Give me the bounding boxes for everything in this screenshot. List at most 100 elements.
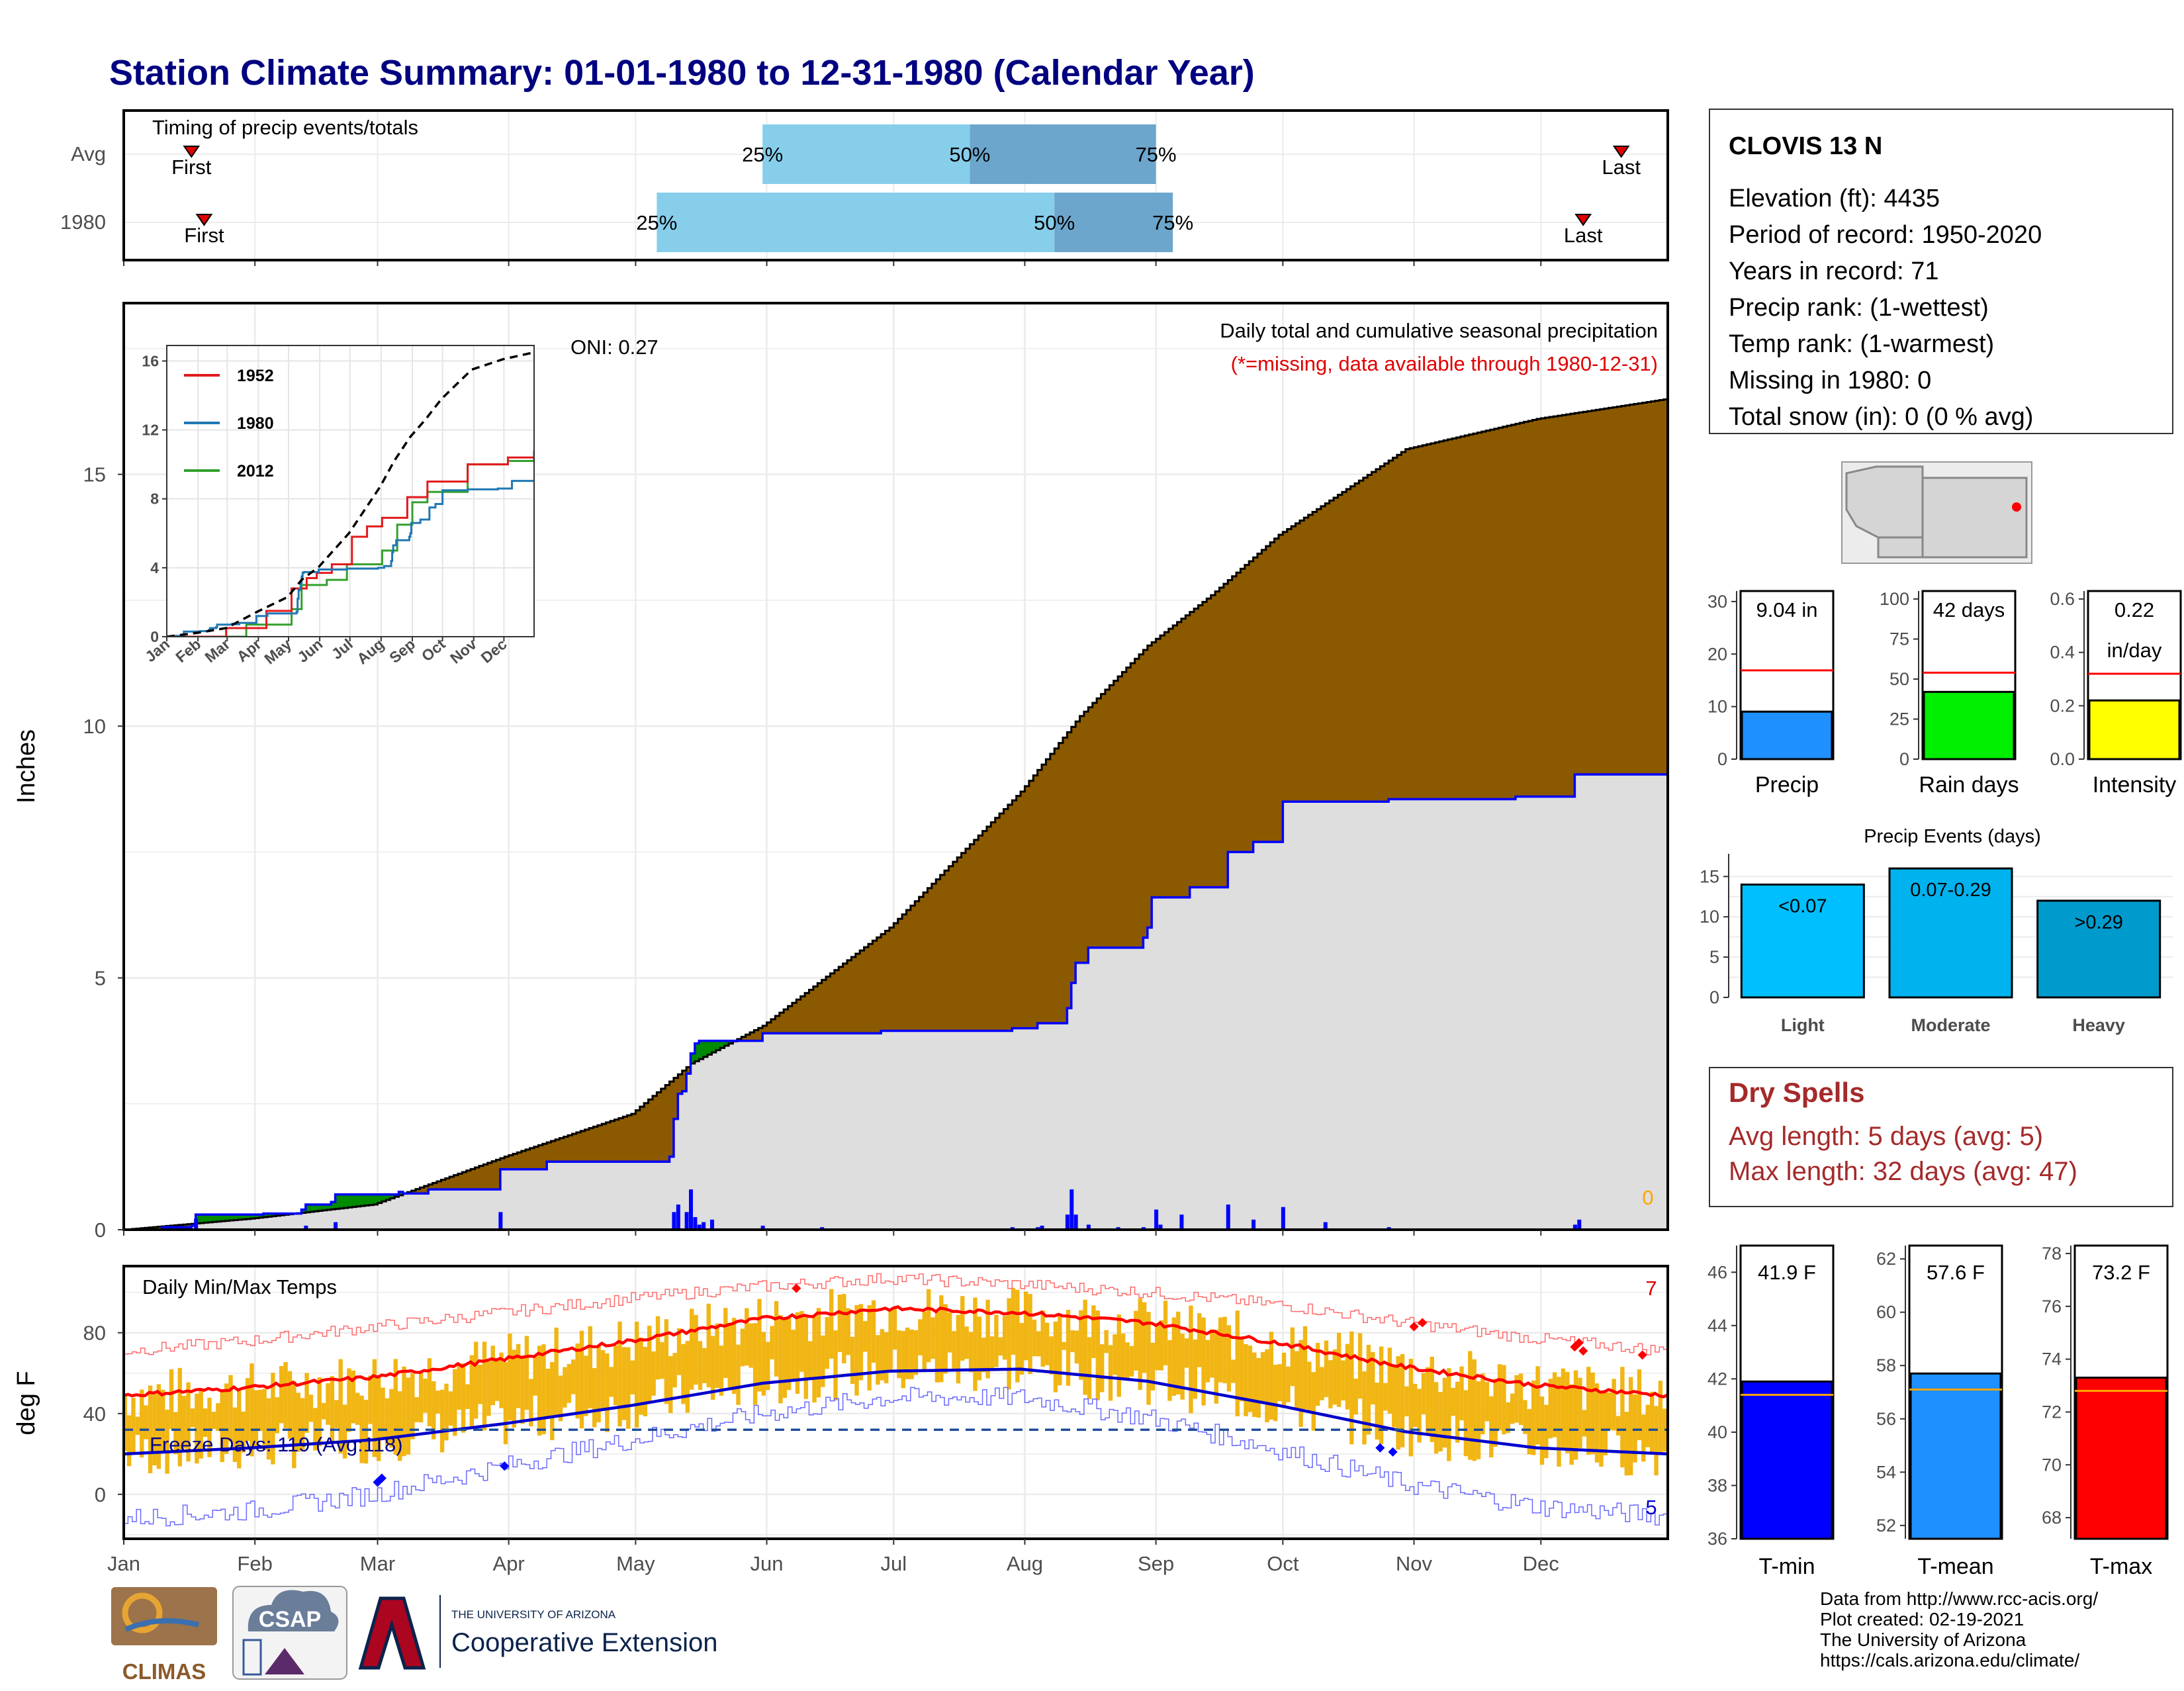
daily-temp-bar — [494, 1357, 500, 1401]
daily-temp-bar — [292, 1381, 296, 1469]
csap-text: CSAP — [259, 1607, 321, 1632]
daily-temp-bar — [575, 1343, 580, 1419]
daily-temp-bar — [181, 1396, 187, 1449]
last-label: Last — [1564, 224, 1603, 247]
timing-label: Timing of precip events/totals — [152, 116, 418, 139]
precip-event-label: 0.07-0.29 — [1910, 880, 1991, 901]
daily-temp-bar — [1590, 1372, 1595, 1455]
csap-logo: CSAP — [232, 1586, 347, 1680]
daily-temp-bar — [124, 1396, 127, 1451]
daily-temp-bar — [1053, 1321, 1058, 1393]
daily-temp-bar — [1248, 1346, 1253, 1412]
ua-big-text: Cooperative Extension — [451, 1628, 717, 1657]
daily-temp-bar — [1506, 1402, 1511, 1434]
daily-temp-bar — [377, 1377, 381, 1461]
daily-temp-bar — [140, 1389, 144, 1458]
daily-temp-bar — [393, 1359, 398, 1455]
temp-frame — [122, 1265, 1669, 1540]
ua-small-text: THE UNIVERSITY OF ARIZONA — [451, 1608, 616, 1621]
daily-temp-bar — [1218, 1317, 1223, 1383]
precip-panel-title: Daily total and cumulative seasonal prec… — [1220, 319, 1658, 342]
daily-temp-bar — [782, 1318, 788, 1398]
daily-temp-bar — [1015, 1289, 1020, 1383]
daily-temp-bar — [1058, 1314, 1062, 1386]
daily-temp-bar — [427, 1358, 432, 1427]
events-y-tick-label: 5 — [1709, 947, 1719, 967]
daily-temp-bar — [1125, 1342, 1130, 1380]
station-info-line: Missing in 1980: 0 — [1729, 367, 1931, 394]
inset-month-label: Aug — [353, 635, 387, 668]
credit-line: Plot created: 02-19-2021 — [1820, 1609, 2024, 1629]
daily-temp-bar — [981, 1338, 986, 1373]
missing-count: 0 — [1642, 1186, 1653, 1209]
daily-temp-bar — [207, 1397, 212, 1457]
daily-precip-bar — [1158, 1224, 1163, 1230]
daily-temp-bar — [736, 1344, 741, 1405]
precip-panel: 0 5 10 15 Inches Daily total and cumulative… — [13, 302, 1669, 1242]
inset-month-label: Oct — [418, 635, 449, 665]
events-y-tick-label: 15 — [1700, 866, 1719, 886]
daily-temp-bar — [1019, 1322, 1024, 1375]
daily-temp-bar — [1615, 1416, 1621, 1436]
daily-temp-bar — [410, 1373, 415, 1440]
daily-temp-bar — [1256, 1357, 1261, 1418]
daily-temp-bar — [355, 1393, 360, 1425]
month-label: Jan — [107, 1552, 140, 1575]
mini-bar — [1923, 690, 2015, 760]
daily-temp-bar — [1557, 1377, 1561, 1467]
credits: Data from http://www.rcc-acis.org/ Plot … — [1820, 1588, 2098, 1670]
daily-temp-bar — [1345, 1344, 1350, 1410]
dry-spells-frame — [1709, 1067, 2173, 1207]
daily-temp-bar — [1637, 1369, 1642, 1440]
daily-temp-bar — [1028, 1294, 1032, 1375]
daily-temp-bar — [1430, 1356, 1434, 1442]
daily-temp-bar — [867, 1305, 872, 1391]
temp-bar-tick-label: 72 — [2042, 1402, 2062, 1422]
daily-temp-bar — [778, 1315, 783, 1404]
daily-temp-bar — [617, 1321, 622, 1427]
daily-temp-bar — [1036, 1331, 1041, 1357]
daily-temp-bar — [330, 1376, 335, 1444]
daily-temp-bar — [876, 1335, 880, 1385]
map-states — [1845, 465, 2028, 559]
temp-y-tick-label: 40 — [83, 1402, 106, 1426]
daily-precip-bar — [1323, 1222, 1328, 1230]
month-label: Dec — [1523, 1552, 1559, 1575]
avg-min-line — [124, 1367, 1668, 1456]
daily-temp-bar — [926, 1289, 931, 1363]
daily-temp-bar — [126, 1415, 132, 1467]
daily-temp-bar — [1582, 1410, 1587, 1437]
temp-bar-tick-label: 76 — [2042, 1297, 2062, 1316]
daily-temp-bar — [550, 1362, 555, 1441]
mini-bar-tick-label: 0.0 — [2050, 749, 2075, 769]
daily-temp-bar — [588, 1326, 592, 1408]
month-label: Jun — [751, 1552, 784, 1575]
month-label: May — [616, 1552, 655, 1575]
daily-temp-bar — [1645, 1404, 1650, 1447]
daily-precip-bar — [1040, 1225, 1044, 1230]
daily-temp-bar — [613, 1346, 618, 1406]
daily-temp-bar — [1379, 1346, 1384, 1445]
daily-temp-bar — [1163, 1301, 1168, 1365]
daily-temp-bar — [131, 1398, 136, 1453]
daily-temp-bar — [1205, 1340, 1210, 1383]
daily-temp-bar — [880, 1329, 885, 1381]
daily-temp-bar — [1315, 1343, 1320, 1406]
daily-precip-bar — [1281, 1207, 1285, 1230]
daily-temp-bar — [1324, 1340, 1329, 1397]
daily-temp-bar — [1113, 1334, 1117, 1375]
daily-temp-bar — [858, 1304, 864, 1381]
mini-bar — [2088, 699, 2181, 760]
timing-bar-q50-q75 — [1054, 193, 1173, 252]
daily-temp-bar — [863, 1321, 868, 1352]
daily-temp-bar — [250, 1363, 254, 1457]
daily-precip-bar — [697, 1224, 702, 1230]
daily-precip-bar — [709, 1219, 714, 1230]
daily-temp-bar — [1362, 1371, 1367, 1445]
daily-temp-bar — [1083, 1299, 1087, 1395]
climas-sun — [122, 1592, 163, 1633]
temp-bar-tick-label: 54 — [1876, 1462, 1896, 1482]
daily-temp-bar — [964, 1326, 969, 1359]
daily-precip-bar — [693, 1216, 698, 1230]
daily-temp-bar — [1222, 1316, 1227, 1384]
